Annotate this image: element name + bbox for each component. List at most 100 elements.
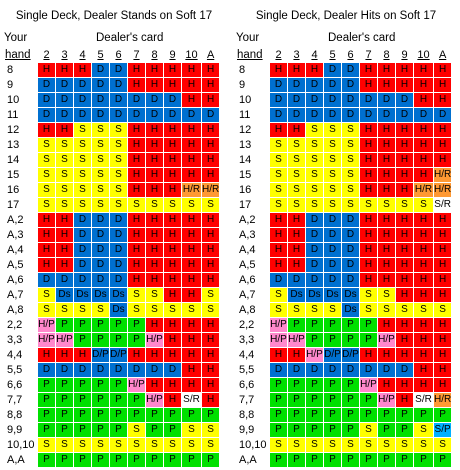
strategy-cell: D: [378, 108, 395, 122]
strategy-cell: S: [270, 183, 287, 197]
strategy-cell: H: [202, 78, 220, 92]
strategy-cell: H: [414, 318, 433, 332]
strategy-cell: D: [128, 108, 145, 122]
hand-row-label: A,A: [1, 453, 37, 467]
strategy-cell: S: [360, 303, 377, 317]
strategy-cell: H: [434, 93, 452, 107]
strategy-cell: S: [324, 168, 341, 182]
strategy-cell: H: [182, 378, 201, 392]
strategy-cell: S: [270, 198, 287, 212]
strategy-cell: H: [146, 78, 163, 92]
strategy-cell: D: [396, 93, 413, 107]
strategy-cell: D: [74, 108, 91, 122]
strategy-cell: P: [38, 408, 55, 422]
strategy-cell: D: [324, 93, 341, 107]
strategy-cell: S: [324, 138, 341, 152]
strategy-cell: P: [342, 408, 359, 422]
strategy-cell: D: [306, 78, 323, 92]
strategy-cell: H: [202, 273, 220, 287]
strategy-cell: S: [128, 288, 145, 302]
strategy-cell: S: [378, 438, 395, 452]
strategy-cell: H/R: [202, 183, 220, 197]
strategy-cell: H: [164, 153, 181, 167]
strategy-cell: H: [360, 153, 377, 167]
header-row: hand 2 3 4 5 6 7 8 9 10 A: [233, 48, 451, 62]
strategy-cell: P: [92, 423, 109, 437]
strategy-cell: S: [56, 153, 73, 167]
strategy-cell: S: [38, 153, 55, 167]
strategy-cell: H: [202, 318, 220, 332]
strategy-cell: H: [128, 153, 145, 167]
strategy-cell: P: [360, 333, 377, 347]
strategy-cell: S: [110, 183, 127, 197]
strategy-cell: S: [182, 438, 201, 452]
strategy-cell: S: [270, 153, 287, 167]
table-row: 13 S S S S S H H H H H: [233, 138, 452, 152]
strategy-cell: S: [414, 198, 433, 212]
strategy-cell: S: [110, 138, 127, 152]
strategy-cell: D: [164, 363, 181, 377]
strategy-cell: S: [146, 198, 163, 212]
strategy-cell: D: [92, 63, 109, 77]
strategy-cell: H: [56, 123, 73, 137]
strategy-cell: D: [38, 108, 55, 122]
strategy-cell: H: [270, 243, 287, 257]
hand-row-label: 5,5: [233, 363, 269, 377]
strategy-cell: Ds: [110, 288, 127, 302]
strategy-cell: P: [110, 318, 127, 332]
strategy-cell: Ds: [92, 288, 109, 302]
strategy-cell: D: [306, 213, 323, 227]
hand-row-label: 7,7: [1, 393, 37, 407]
strategy-cell: Ds: [324, 288, 341, 302]
strategy-cell: H: [164, 63, 181, 77]
strategy-cell: D: [92, 93, 109, 107]
strategy-cell: H: [396, 168, 413, 182]
strategy-cell: H: [434, 138, 452, 152]
strategy-cell: S/R: [414, 393, 433, 407]
your-label: Your: [236, 32, 260, 44]
strategy-cell: P: [110, 333, 127, 347]
hand-row-label: 13: [1, 138, 37, 152]
strategy-cell: P: [288, 423, 305, 437]
table-row: A,6 D D D D D H H H H H: [233, 273, 452, 287]
your-label: Your: [4, 32, 28, 44]
strategy-cell: H: [396, 258, 413, 272]
strategy-cell: S: [396, 438, 413, 452]
strategy-cell: D/P: [92, 348, 109, 362]
strategy-cell: P: [396, 453, 413, 467]
table-row: A,3 H H D D D H H H H H: [233, 228, 452, 242]
strategy-cell: H: [146, 243, 163, 257]
strategy-cell: H: [414, 378, 433, 392]
hand-row-label: A,8: [1, 303, 37, 317]
strategy-cell: Ds: [306, 288, 323, 302]
strategy-cell: H: [414, 78, 433, 92]
strategy-cell: H: [360, 183, 377, 197]
table-row: 5,5 D D D D D D D D H H: [1, 363, 220, 377]
strategy-cell: D: [92, 273, 109, 287]
strategy-cell: P: [324, 423, 341, 437]
strategy-cell: Ds: [342, 303, 359, 317]
strategy-cell: H: [164, 228, 181, 242]
table-row: 7,7 P P P P P P H/P H S/R H: [1, 393, 220, 407]
table-row: 11 D D D D D D D D D D: [1, 108, 220, 122]
strategy-cell: D: [110, 243, 127, 257]
strategy-cell: D: [396, 108, 413, 122]
hand-row-label: 17: [1, 198, 37, 212]
strategy-cell: H: [164, 78, 181, 92]
strategy-cell: H: [74, 348, 91, 362]
strategy-cell: P: [360, 453, 377, 467]
strategy-cell: S: [324, 198, 341, 212]
strategy-cell: D: [56, 273, 73, 287]
strategy-cell: H: [414, 273, 433, 287]
strategy-cell: H: [202, 228, 220, 242]
strategy-cell: H: [396, 183, 413, 197]
strategy-cell: S: [38, 303, 55, 317]
strategy-cell: S: [414, 303, 433, 317]
strategy-cell: P: [56, 423, 73, 437]
hand-label: hand: [5, 49, 31, 61]
strategy-cell: H: [128, 213, 145, 227]
strategy-cell: D: [324, 243, 341, 257]
strategy-cell: D: [342, 258, 359, 272]
strategy-cell: S: [128, 198, 145, 212]
